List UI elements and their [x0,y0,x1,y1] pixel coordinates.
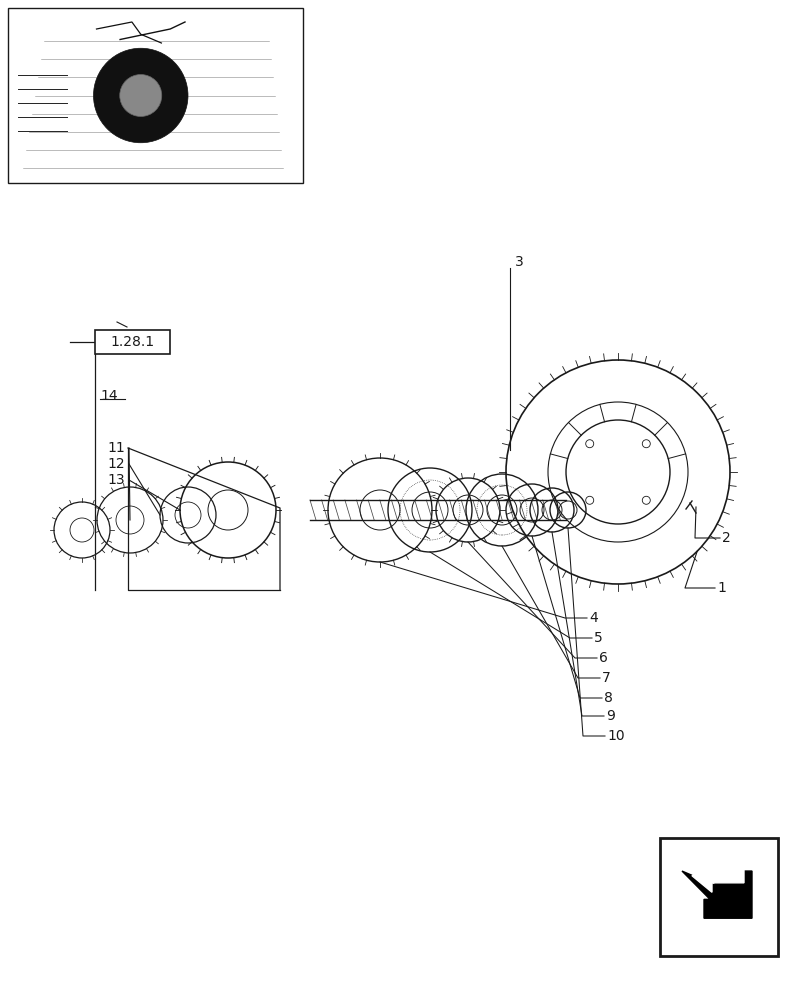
Bar [95,330,170,354]
Text: 7: 7 [602,671,611,685]
Text: 10: 10 [607,729,625,743]
Text: 9: 9 [606,709,615,723]
Text: 1.28.1: 1.28.1 [111,335,154,349]
Text: 1: 1 [717,581,726,595]
Text: 12: 12 [107,457,124,471]
Text: 4: 4 [589,611,598,625]
Text: 8: 8 [604,691,613,705]
Polygon shape [692,862,744,892]
Bar [660,838,778,956]
Text: 3: 3 [515,255,524,269]
Text: 11: 11 [107,441,124,455]
Polygon shape [682,871,752,918]
Circle shape [94,48,188,143]
Text: 5: 5 [594,631,603,645]
Bar [8,8,303,183]
Text: 14: 14 [100,389,118,403]
Text: 2: 2 [722,531,730,545]
Circle shape [120,75,162,116]
Text: 6: 6 [599,651,608,665]
Text: 13: 13 [107,473,124,487]
